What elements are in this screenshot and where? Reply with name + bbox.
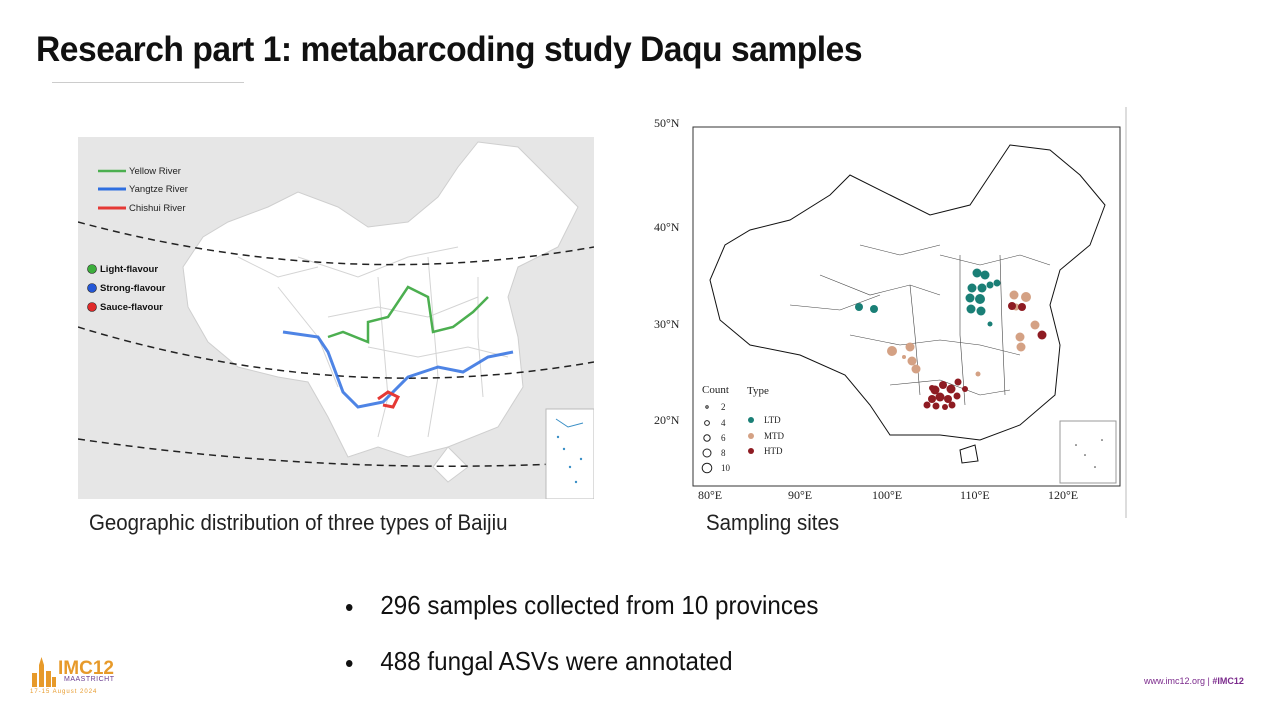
right-map-caption: Sampling sites [706, 510, 840, 535]
count-legend-2: 2 [721, 402, 726, 412]
count-legend-8: 8 [721, 448, 726, 458]
bullet-dot-icon: • [345, 648, 354, 678]
type-legend-ltd: LTD [764, 415, 781, 425]
type-legend-htd: HTD [764, 446, 783, 456]
legend-chishui-river: Chishui River [129, 203, 186, 214]
lon-label-100: 100°E [872, 488, 902, 502]
lon-label-110: 110°E [960, 488, 990, 502]
type-legend-mtd: MTD [764, 431, 785, 441]
logo-text: IMC12 [58, 658, 114, 679]
footer-separator: | [1207, 676, 1210, 686]
legend-light-flavour: Light-flavour [100, 264, 158, 275]
bullet-dot-icon: • [345, 592, 354, 622]
left-map-caption: Geographic distribution of three types o… [89, 510, 508, 535]
type-legend-title: Type [747, 385, 769, 397]
legend-strong-flavour: Strong-flavour [100, 283, 166, 294]
lat-label-40: 40°N [654, 220, 680, 234]
logo-subtitle: MAASTRICHT [64, 676, 115, 683]
count-legend-4: 4 [721, 418, 726, 428]
slide-title: Research part 1: metabarcoding study Daq… [36, 30, 863, 69]
legend-yangtze-river: Yangtze River [129, 184, 188, 195]
lat-label-30: 30°N [654, 317, 680, 331]
bullet-text: 488 fungal ASVs were annotated [380, 646, 733, 676]
imc12-logo-icon [32, 657, 56, 687]
lon-label-80: 80°E [698, 488, 722, 502]
lon-label-90: 90°E [788, 488, 812, 502]
footer-links: www.imc12.org | #IMC12 [1144, 676, 1244, 686]
hashtag-link[interactable]: #IMC12 [1212, 676, 1244, 686]
count-legend-10: 10 [721, 463, 731, 473]
site-link[interactable]: www.imc12.org [1144, 676, 1206, 686]
title-underline [52, 82, 244, 83]
lat-label-20: 20°N [654, 413, 680, 427]
legend-sauce-flavour: Sauce-flavour [100, 302, 163, 313]
bullet-text: 296 samples collected from 10 provinces [380, 590, 819, 620]
lon-label-120: 120°E [1048, 488, 1078, 502]
lat-label-50: 50°N [654, 116, 680, 130]
count-legend-6: 6 [721, 433, 726, 443]
count-legend-title: Count [702, 384, 729, 396]
baijiu-distribution-map: Yellow River Yangtze River Chishui River… [78, 137, 594, 499]
legend-yellow-river: Yellow River [129, 166, 181, 177]
logo-date: 17-15 August 2024 [30, 689, 98, 695]
sampling-sites-map: 50°N 40°N 30°N 20°N 80°E 90°E 100°E 110°… [654, 107, 1127, 518]
